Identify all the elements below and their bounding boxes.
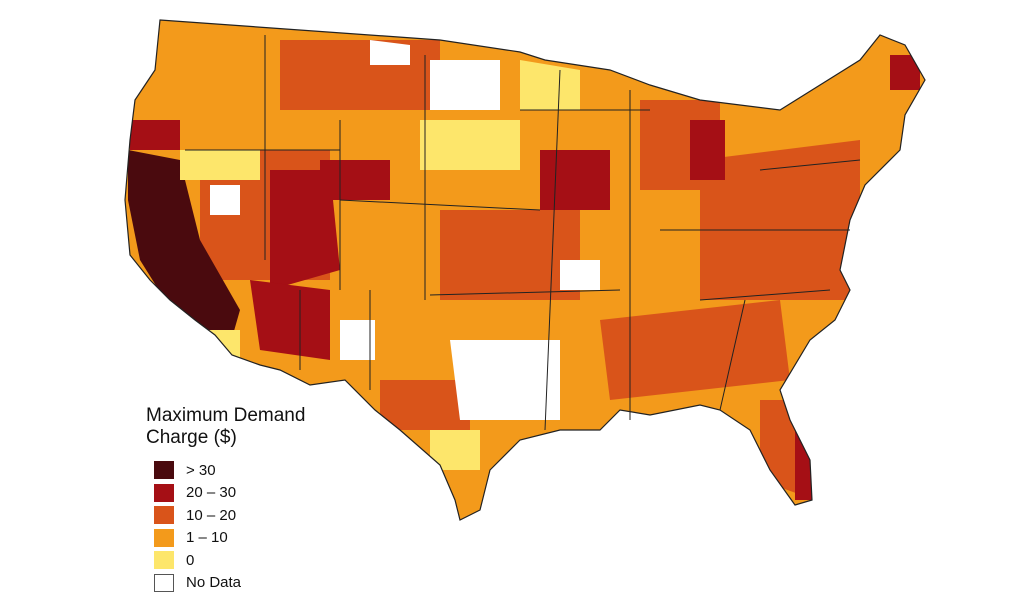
region-mid-5	[380, 380, 470, 430]
legend-swatch-nodata	[154, 573, 174, 592]
legend-title-line2: Charge ($)	[146, 427, 237, 448]
legend-swatch-0	[154, 551, 174, 570]
region-high-3	[250, 280, 330, 360]
legend-label-0: 0	[186, 551, 195, 569]
legend-swatch-10-20	[154, 506, 174, 525]
legend-title-line1: Maximum Demand	[146, 405, 306, 426]
region-high-2	[320, 160, 390, 200]
region-nodata-5	[210, 185, 240, 215]
region-mid-8	[280, 40, 440, 110]
region-mid-2	[440, 210, 580, 300]
region-nodata-2	[430, 60, 500, 110]
legend-item-10-20: 10 – 20	[146, 504, 366, 527]
region-high-7	[130, 120, 180, 150]
region-top-ca	[128, 150, 240, 345]
legend-swatch-gt30	[154, 461, 174, 480]
legend-swatch-20-30	[154, 483, 174, 502]
legend-label-gt30: > 30	[186, 461, 216, 479]
region-mid-4	[600, 300, 790, 400]
legend-label-nodata: No Data	[186, 574, 242, 592]
legend-item-nodata: No Data	[146, 572, 366, 594]
state-borders	[185, 35, 861, 431]
legend-label-1-10: 1 – 10	[186, 529, 228, 547]
map-legend: Maximum Demand Charge ($) > 30 20 – 30 1…	[146, 405, 366, 594]
region-nodata-1	[450, 340, 560, 420]
region-zero-3	[180, 150, 260, 180]
region-zero-4	[520, 60, 580, 110]
region-high-5	[690, 120, 725, 180]
legend-label-10-20: 10 – 20	[186, 506, 237, 524]
legend-title: Maximum Demand Charge ($)	[146, 405, 366, 449]
legend-item-20-30: 20 – 30	[146, 482, 366, 505]
legend-item-0: 0	[146, 549, 366, 572]
legend-label-20-30: 20 – 30	[186, 484, 237, 502]
legend-item-gt30: > 30	[146, 459, 366, 482]
region-high-4	[540, 150, 610, 210]
region-zero-5	[430, 430, 480, 470]
region-mid-3	[700, 140, 860, 300]
region-nodata-4	[370, 40, 410, 65]
region-high-8	[890, 55, 920, 90]
legend-swatch-1-10	[154, 528, 174, 547]
legend-item-1-10: 1 – 10	[146, 527, 366, 550]
region-zero-1	[420, 120, 520, 170]
region-nodata-6	[560, 260, 600, 290]
region-nodata-3	[340, 320, 375, 360]
